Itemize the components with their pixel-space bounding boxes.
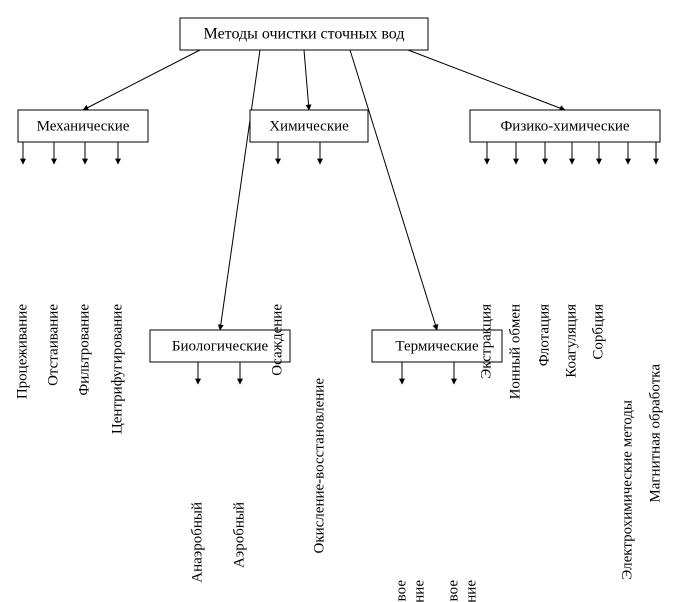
leaf-label: Отстаивание (45, 304, 61, 386)
leaf-phys: Сорбция (590, 304, 606, 360)
leaf-label: Ионный обмен (507, 304, 523, 399)
leaf-label: Огневое (393, 580, 409, 602)
leaf-phys: Ионный обмен (507, 304, 523, 399)
leaf-label: Анаэробный (189, 502, 205, 583)
category-chem-label: Химические (269, 118, 349, 134)
leaf-mech: Процеживание (14, 304, 30, 400)
leaf-phys: Электрохимические методы (619, 400, 635, 580)
leaf-mech: Центрифугирование (109, 304, 125, 434)
leaf-mech: Фильтрование (76, 304, 92, 396)
leaf-label: Коагуляция (563, 304, 579, 378)
category-chem: Химические (250, 110, 368, 142)
leaf-bio: Аэробный (231, 502, 247, 568)
category-therm-label: Термические (395, 338, 479, 354)
leaf-bio: Анаэробный (189, 502, 205, 583)
leaf-label: Осаждение (269, 304, 285, 376)
leaf-label: концентрирование (411, 580, 427, 602)
edge (220, 50, 260, 330)
leaf-phys: Флотация (536, 304, 552, 366)
leaf-chem: Окисление-восстановление (311, 378, 327, 554)
root-box: Методы очистки сточных вод (180, 18, 428, 50)
tree-diagram: Методы очистки сточных вод Механические Би… (0, 0, 688, 602)
leaf-therm: Огневоеобезвреживание (445, 580, 479, 602)
leaf-label: Электрохимические методы (619, 400, 635, 580)
leaf-label: Экстракция (478, 304, 494, 379)
root-box-label: Методы очистки сточных вод (204, 26, 405, 43)
leaf-chem: Осаждение (269, 304, 285, 376)
leaf-label: Флотация (536, 304, 552, 366)
edge (83, 50, 200, 110)
edge (408, 50, 565, 110)
category-bio-label: Биологические (172, 338, 269, 354)
leaf-label: обезвреживание (463, 580, 479, 602)
leaf-phys: Коагуляция (563, 304, 579, 378)
leaf-label: Окисление-восстановление (311, 378, 327, 554)
category-phys: Физико-химические (470, 110, 660, 142)
leaf-label: Аэробный (231, 502, 247, 568)
edge (304, 50, 309, 110)
leaf-therm: Огневоеконцентрирование (393, 580, 427, 602)
leaf-label: Фильтрование (76, 304, 92, 396)
leaf-label: Центрифугирование (109, 304, 125, 434)
edge (350, 50, 437, 330)
leaf-label: Огневое (445, 580, 461, 602)
leaf-mech: Отстаивание (45, 304, 61, 386)
leaf-phys: Экстракция (478, 304, 494, 379)
leaf-label: Сорбция (590, 304, 606, 360)
category-mech-label: Механические (37, 118, 130, 134)
leaf-phys: Магнитная обработка (647, 364, 663, 503)
leaf-label: Процеживание (14, 304, 30, 400)
leaf-label: Магнитная обработка (647, 364, 663, 503)
category-phys-label: Физико-химические (500, 118, 629, 134)
category-mech: Механические (18, 110, 148, 142)
